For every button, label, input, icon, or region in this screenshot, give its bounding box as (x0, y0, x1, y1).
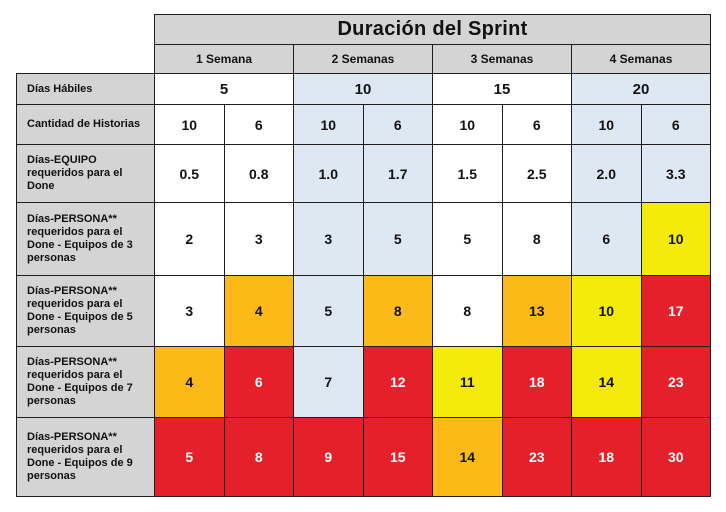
dias-persona-9-cell: 15 (362, 417, 433, 497)
dias-persona-5-cell: 17 (640, 275, 712, 347)
dias-persona-3-cell: 8 (501, 202, 572, 276)
dias-persona-7-cell: 23 (640, 346, 712, 418)
dias-persona-5-cell: 5 (293, 275, 364, 347)
dias-persona-7-cell: 6 (223, 346, 294, 418)
dias-habiles-cell: 10 (293, 73, 433, 105)
dias-persona-9-cell: 18 (571, 417, 642, 497)
dias-persona-5-cell: 8 (362, 275, 433, 347)
dias-equipo-cell: 1.0 (293, 144, 364, 203)
cantidad-historias-cell: 6 (640, 104, 712, 145)
row-label-equipos-3: Días-PERSONA** requeridos para el Done -… (16, 202, 155, 276)
dias-persona-3-cell: 10 (640, 202, 712, 276)
dias-persona-5-cell: 3 (154, 275, 225, 347)
week-header-1: 1 Semana (154, 44, 294, 74)
row-label-dias-equipo: Días-EQUIPO requeridos para el Done (16, 144, 155, 203)
cantidad-historias-cell: 10 (154, 104, 225, 145)
dias-equipo-cell: 0.5 (154, 144, 225, 203)
dias-equipo-cell: 3.3 (640, 144, 712, 203)
dias-persona-5-cell: 13 (501, 275, 572, 347)
week-header-3: 3 Semanas (432, 44, 572, 74)
row-label-equipos-7: Días-PERSONA** requeridos para el Done -… (16, 346, 155, 418)
dias-habiles-cell: 20 (570, 73, 712, 105)
blank-corner (17, 15, 155, 45)
dias-persona-9-cell: 14 (432, 417, 503, 497)
row-label-equipos-5: Días-PERSONA** requeridos para el Done -… (16, 275, 155, 347)
dias-persona-3-cell: 3 (223, 202, 294, 276)
dias-habiles-cell: 15 (432, 73, 572, 105)
sprint-duration-table: Duración del Sprint 1 Semana 2 Semanas 3… (16, 14, 712, 497)
dias-persona-3-cell: 5 (362, 202, 433, 276)
row-label-dias-habiles: Días Hábiles (16, 73, 155, 105)
dias-persona-5-cell: 4 (223, 275, 294, 347)
table-title: Duración del Sprint (153, 14, 712, 45)
dias-persona-9-cell: 23 (501, 417, 572, 497)
dias-habiles-cell: 5 (154, 73, 294, 105)
dias-persona-7-cell: 4 (154, 346, 225, 418)
cantidad-historias-cell: 10 (293, 104, 364, 145)
cantidad-historias-cell: 6 (362, 104, 433, 145)
dias-persona-5-cell: 10 (571, 275, 642, 347)
row-label-cantidad-historias: Cantidad de Historias (16, 104, 155, 145)
dias-equipo-cell: 1.5 (432, 144, 503, 203)
dias-persona-7-cell: 12 (362, 346, 433, 418)
dias-persona-5-cell: 8 (432, 275, 503, 347)
week-header-4: 4 Semanas (570, 44, 712, 74)
dias-equipo-cell: 2.5 (501, 144, 572, 203)
dias-equipo-cell: 1.7 (362, 144, 433, 203)
dias-persona-7-cell: 18 (501, 346, 572, 418)
dias-persona-9-cell: 8 (223, 417, 294, 497)
row-label-equipos-9: Días-PERSONA** requeridos para el Done -… (16, 417, 155, 497)
blank-corner (17, 45, 155, 74)
cantidad-historias-cell: 6 (501, 104, 572, 145)
dias-persona-7-cell: 7 (293, 346, 364, 418)
dias-persona-3-cell: 5 (432, 202, 503, 276)
dias-persona-9-cell: 5 (154, 417, 225, 497)
dias-persona-7-cell: 14 (571, 346, 642, 418)
week-header-2: 2 Semanas (293, 44, 433, 74)
cantidad-historias-cell: 10 (432, 104, 503, 145)
dias-persona-3-cell: 6 (571, 202, 642, 276)
dias-persona-9-cell: 9 (293, 417, 364, 497)
cantidad-historias-cell: 6 (223, 104, 294, 145)
dias-persona-7-cell: 11 (432, 346, 503, 418)
dias-persona-9-cell: 30 (640, 417, 712, 497)
dias-persona-3-cell: 2 (154, 202, 225, 276)
dias-persona-3-cell: 3 (293, 202, 364, 276)
cantidad-historias-cell: 10 (571, 104, 642, 145)
dias-equipo-cell: 2.0 (571, 144, 642, 203)
dias-equipo-cell: 0.8 (223, 144, 294, 203)
